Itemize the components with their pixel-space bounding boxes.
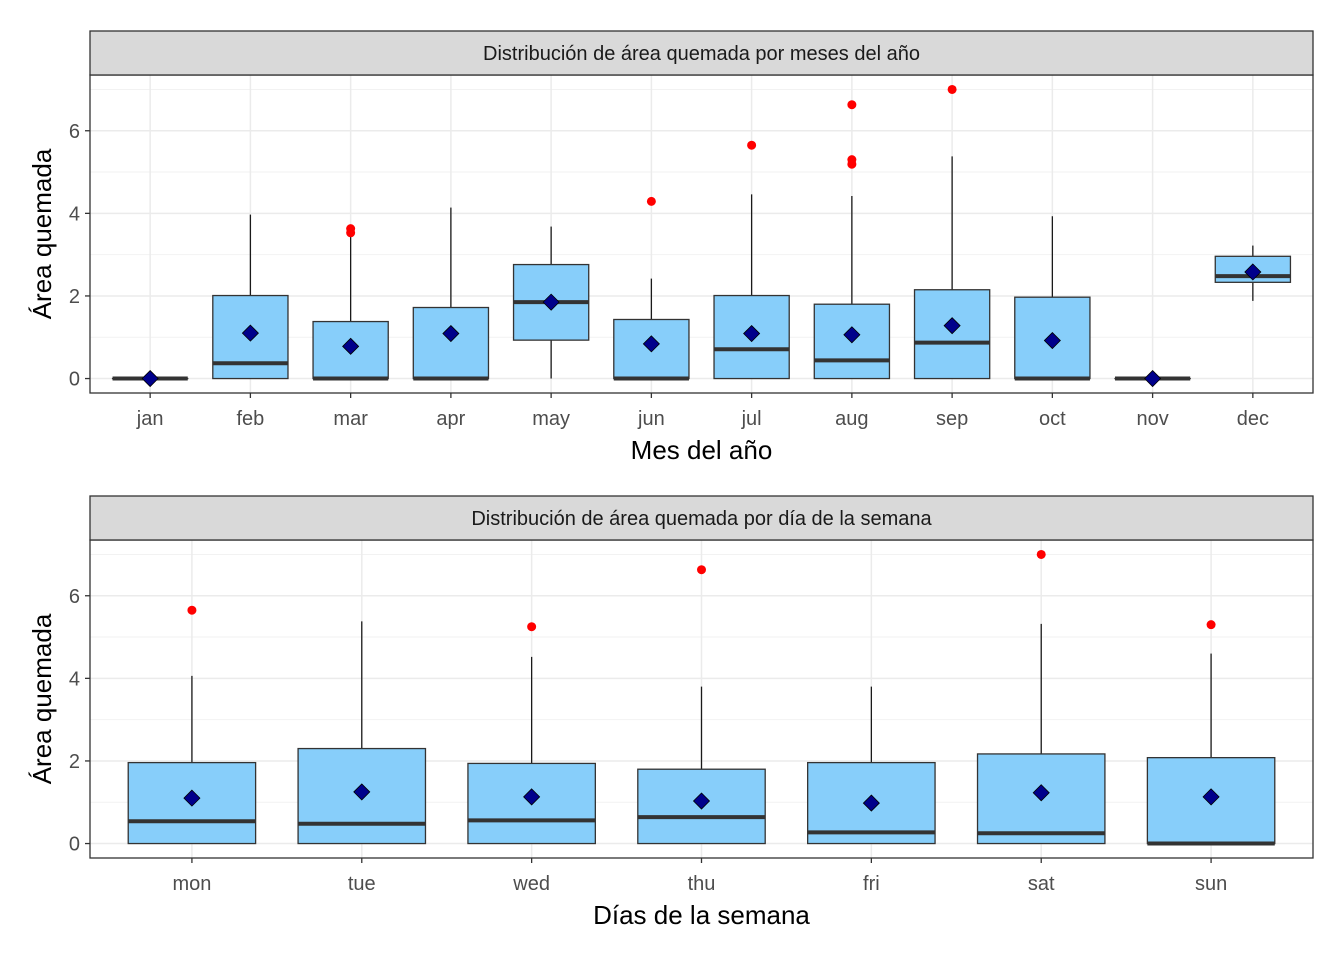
boxplot-marks <box>111 84 1292 388</box>
box-aug <box>813 100 891 380</box>
x-tick-label-wed: wed <box>512 873 550 895</box>
y-axis: 0 2 4 6 <box>69 586 90 856</box>
box-dec <box>1214 245 1292 301</box>
mean-marker <box>542 293 560 311</box>
mean-marker <box>862 794 880 812</box>
mean-marker <box>1144 369 1162 388</box>
iqr-box <box>813 303 891 380</box>
box-mon <box>127 605 257 845</box>
outlier-point <box>646 196 656 206</box>
months-panel: Distribución de área quemada por meses d… <box>27 30 1314 465</box>
mean-marker <box>1244 263 1262 281</box>
box-oct <box>1014 216 1091 381</box>
panel-background <box>90 75 1313 393</box>
mean-marker <box>241 324 259 342</box>
x-axis-title: Días de la semana <box>593 900 810 930</box>
box-fri <box>807 686 936 845</box>
x-axis: jan feb mar apr may jun jul aug sep oct nov dec <box>136 393 1269 430</box>
box-sep <box>913 84 991 380</box>
mean-marker <box>353 783 371 801</box>
x-axis: mon tue wed thu fri sat sun <box>172 858 1227 895</box>
iqr-box <box>412 306 490 380</box>
mean-marker <box>843 326 861 344</box>
outlier-point <box>847 155 857 165</box>
box-nov <box>1114 369 1191 388</box>
y-axis-title: Área quemada <box>27 148 57 319</box>
x-tick-label-nov: nov <box>1136 408 1168 430</box>
box-jan <box>111 369 189 388</box>
x-tick-label-dec: dec <box>1237 408 1269 430</box>
box-tue <box>297 621 427 845</box>
x-axis-title: Mes del año <box>631 435 773 465</box>
mean-marker <box>692 792 711 810</box>
mean-marker <box>342 337 360 355</box>
mean-marker <box>141 369 159 388</box>
y-tick-label: 2 <box>69 286 80 308</box>
outlier-point <box>697 565 706 575</box>
outlier-point <box>1036 549 1046 559</box>
mean-marker <box>743 324 761 343</box>
x-tick-label-oct: oct <box>1039 408 1066 430</box>
iqr-box <box>637 768 766 845</box>
x-tick-label-mar: mar <box>333 408 368 430</box>
x-tick-label-tue: tue <box>348 873 376 895</box>
outlier-point <box>747 140 757 150</box>
x-tick-label-mon: mon <box>172 873 211 895</box>
strip-title: Distribución de área quemada por meses d… <box>483 43 920 65</box>
x-tick-label-fri: fri <box>863 873 880 895</box>
box-jun <box>613 196 690 381</box>
y-tick-label: 6 <box>69 586 80 608</box>
x-tick-label-sun: sun <box>1195 873 1227 895</box>
outlier-point <box>187 605 197 615</box>
box-wed <box>467 622 596 845</box>
y-axis-title: Área quemada <box>27 613 57 784</box>
x-tick-label-feb: feb <box>236 408 264 430</box>
x-tick-label-sep: sep <box>936 408 968 430</box>
y-tick-label: 2 <box>69 751 80 773</box>
box-apr <box>412 207 490 381</box>
outlier-point <box>947 84 957 94</box>
x-tick-label-thu: thu <box>688 873 716 895</box>
outlier-point <box>346 224 356 234</box>
y-axis: 0 2 4 6 <box>69 121 90 391</box>
mean-marker <box>442 324 460 343</box>
y-tick-label: 6 <box>69 121 80 143</box>
mean-marker <box>523 788 541 806</box>
y-tick-label: 4 <box>69 668 80 690</box>
outlier-point <box>1206 620 1216 630</box>
outlier-point <box>847 100 857 110</box>
y-tick-label: 0 <box>69 369 80 391</box>
box-mar <box>312 224 389 381</box>
box-thu <box>637 565 766 845</box>
x-tick-label-may: may <box>532 408 570 430</box>
x-tick-label-jan: jan <box>136 408 164 430</box>
y-tick-label: 0 <box>69 834 80 856</box>
strip-title: Distribución de área quemada por día de … <box>471 508 932 530</box>
box-sat <box>976 549 1106 845</box>
x-tick-label-jul: jul <box>741 408 762 430</box>
mean-marker <box>1043 331 1061 350</box>
box-may <box>512 226 590 379</box>
strip-background <box>89 30 1314 76</box>
mean-marker <box>183 789 201 807</box>
boxplot-marks <box>127 549 1276 846</box>
mean-marker <box>642 335 660 353</box>
y-tick-label: 4 <box>69 203 80 225</box>
x-tick-label-apr: apr <box>436 408 465 430</box>
x-tick-label-sat: sat <box>1028 873 1055 895</box>
mean-marker <box>1032 784 1050 802</box>
mean-marker <box>1202 788 1220 806</box>
strip-background <box>89 495 1314 541</box>
mean-marker <box>943 317 961 335</box>
box-jul <box>713 140 790 380</box>
x-tick-label-jun: jun <box>637 408 665 430</box>
x-tick-label-aug: aug <box>835 408 868 430</box>
box-sun <box>1146 620 1276 846</box>
weekdays-panel: Distribución de área quemada por día de … <box>27 495 1314 930</box>
outlier-point <box>527 622 537 632</box>
box-feb <box>212 214 289 380</box>
